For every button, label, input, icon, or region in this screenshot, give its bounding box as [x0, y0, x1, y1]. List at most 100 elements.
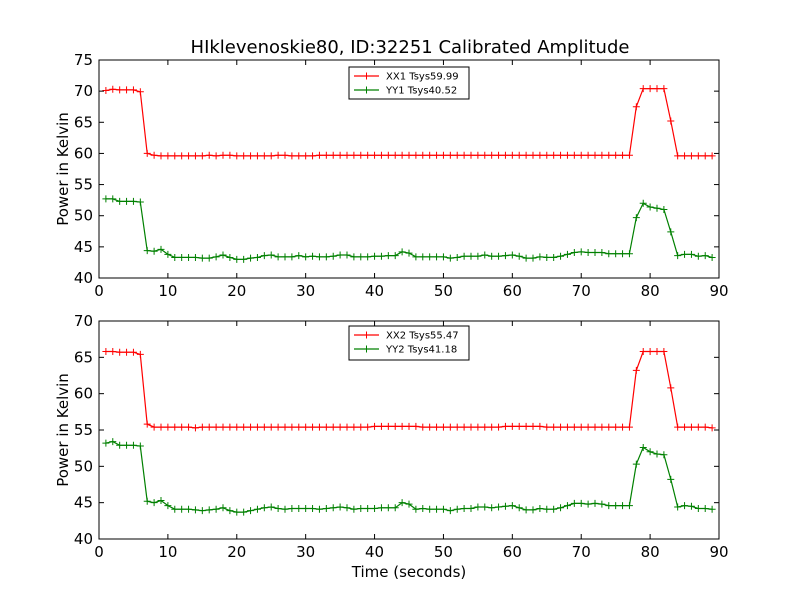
data-point — [453, 253, 461, 261]
data-point — [322, 151, 330, 159]
data-point — [529, 151, 537, 159]
data-point — [267, 152, 275, 160]
data-point — [198, 507, 206, 515]
axes-frame — [98, 59, 720, 279]
data-point — [584, 151, 592, 159]
data-point — [398, 248, 406, 256]
data-point — [708, 253, 716, 261]
data-point — [660, 205, 668, 213]
data-point — [212, 423, 220, 431]
data-point — [253, 423, 261, 431]
data-point — [481, 423, 489, 431]
data-point — [171, 253, 179, 261]
data-point — [488, 423, 496, 431]
data-point — [694, 252, 702, 260]
data-point — [226, 253, 234, 261]
data-point — [260, 423, 268, 431]
data-point — [481, 251, 489, 259]
data-point — [694, 152, 702, 160]
data-point — [474, 151, 482, 159]
data-point — [384, 252, 392, 260]
data-point — [150, 151, 158, 159]
data-point — [501, 252, 509, 260]
data-point — [591, 151, 599, 159]
data-point — [612, 423, 620, 431]
data-point — [563, 250, 571, 258]
data-point — [364, 423, 372, 431]
legend-label: YY1 Tsys40.52 — [385, 86, 457, 97]
data-point — [536, 253, 544, 261]
data-point — [543, 505, 551, 513]
data-point — [123, 348, 131, 356]
data-point — [267, 423, 275, 431]
data-point — [116, 348, 124, 356]
data-point — [467, 504, 475, 512]
data-point — [446, 423, 454, 431]
data-point — [474, 503, 482, 511]
data-point — [433, 423, 441, 431]
data-point — [315, 151, 323, 159]
data-point — [178, 423, 186, 431]
y-tick-label: 65 — [74, 113, 93, 131]
data-point — [543, 151, 551, 159]
data-point — [315, 423, 323, 431]
data-point — [343, 251, 351, 259]
data-point — [708, 505, 716, 513]
data-point — [681, 502, 689, 510]
legend-marker — [363, 345, 370, 353]
data-point — [143, 247, 151, 255]
data-point — [233, 508, 241, 516]
data-point — [460, 504, 468, 512]
data-point — [687, 502, 695, 510]
data-point — [109, 85, 117, 93]
data-point — [687, 250, 695, 258]
data-point — [322, 253, 330, 261]
data-point — [247, 507, 255, 515]
data-point — [364, 504, 372, 512]
data-point — [260, 252, 268, 260]
data-point — [405, 249, 413, 257]
data-point — [412, 151, 420, 159]
data-point — [522, 506, 530, 514]
data-point — [605, 423, 613, 431]
data-point — [419, 504, 427, 512]
data-point — [377, 504, 385, 512]
data-point — [171, 505, 179, 513]
data-point — [343, 423, 351, 431]
data-point — [412, 505, 420, 513]
data-point — [632, 103, 640, 111]
data-point — [233, 255, 241, 263]
data-point — [460, 151, 468, 159]
data-point — [419, 151, 427, 159]
chart-title: HIklevenoskie80, ID:32251 Calibrated Amp… — [191, 37, 630, 58]
data-point — [557, 151, 565, 159]
data-point — [433, 505, 441, 513]
data-point — [123, 441, 131, 449]
x-tick-label: 0 — [94, 282, 104, 300]
data-point — [619, 502, 627, 510]
data-point — [233, 423, 241, 431]
data-point — [384, 151, 392, 159]
data-point — [439, 505, 447, 513]
data-point — [508, 251, 516, 259]
data-point — [591, 499, 599, 507]
data-point — [419, 253, 427, 261]
data-point — [536, 151, 544, 159]
data-point — [150, 247, 158, 255]
data-point — [109, 348, 117, 356]
data-point — [240, 255, 248, 263]
data-point — [605, 502, 613, 510]
data-point — [612, 250, 620, 258]
data-point — [701, 152, 709, 160]
data-point — [453, 423, 461, 431]
x-tick-label: 0 — [94, 543, 104, 561]
data-point — [488, 252, 496, 260]
data-point — [708, 152, 716, 160]
data-point — [329, 423, 337, 431]
data-point — [198, 423, 206, 431]
data-point — [667, 228, 675, 236]
data-point — [143, 149, 151, 157]
data-point — [267, 503, 275, 511]
data-point — [467, 423, 475, 431]
legend-entry: YY1 Tsys40.52 — [354, 86, 457, 97]
